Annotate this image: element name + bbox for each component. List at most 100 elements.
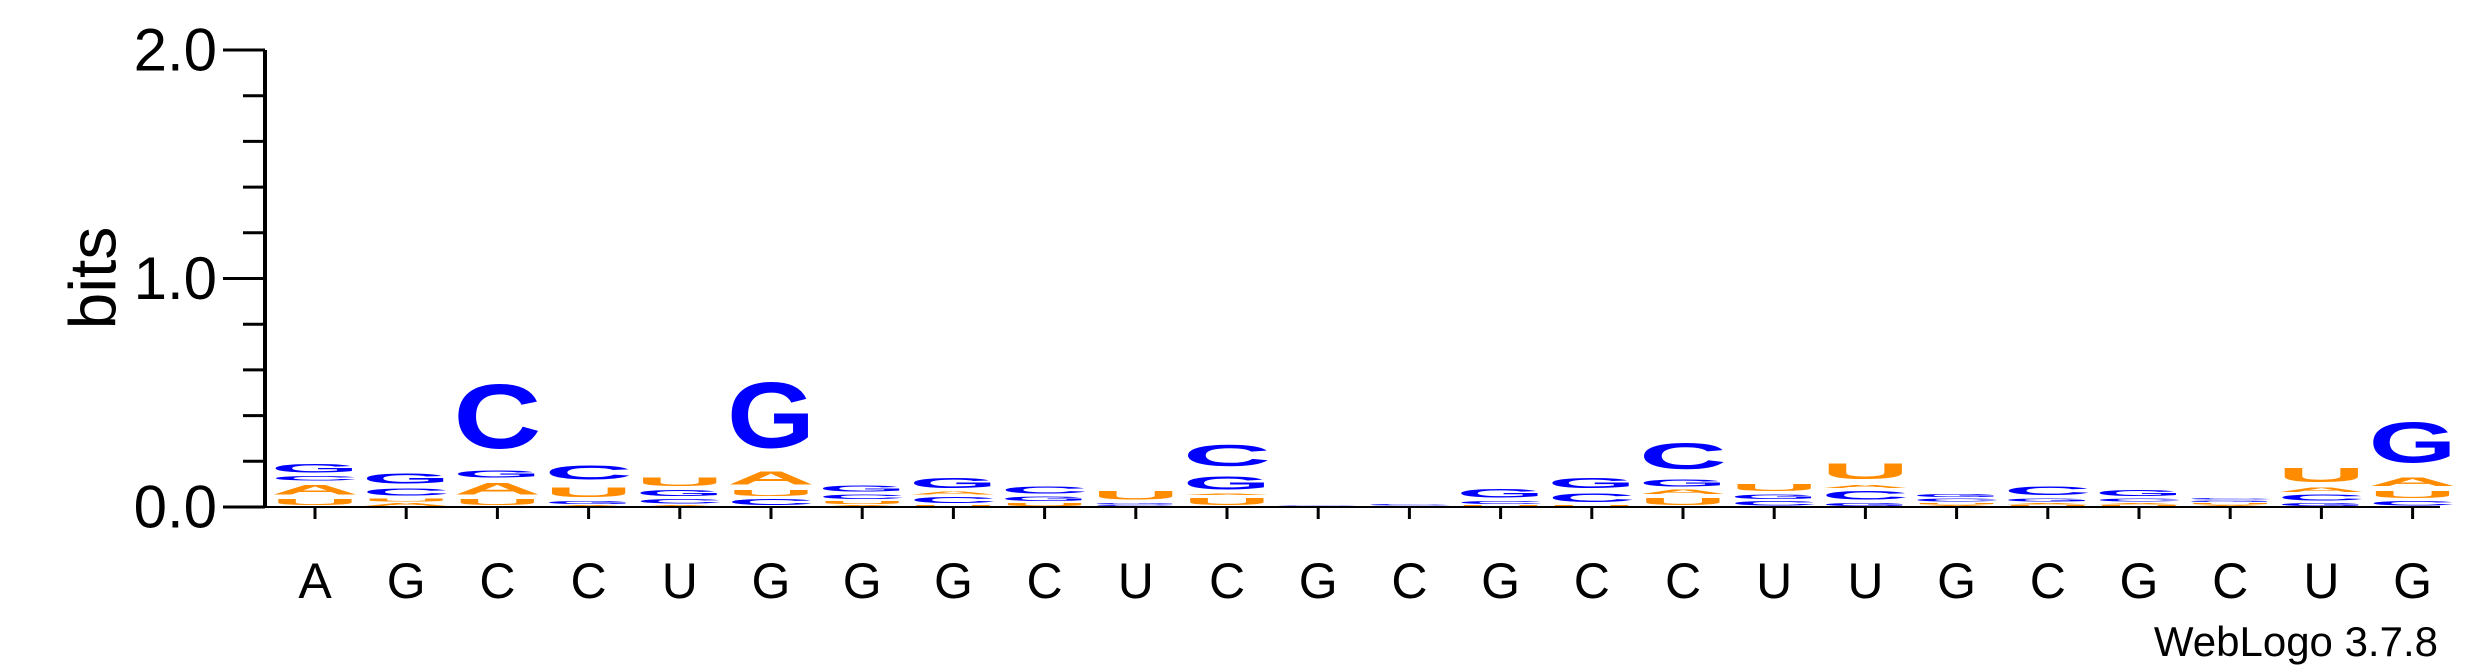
x-tick-label: C	[479, 553, 515, 609]
x-tick-label: U	[662, 553, 698, 609]
logo-glyph-u: U	[636, 475, 724, 489]
logo-glyph-g: G	[545, 500, 633, 505]
x-tick-label: G	[1937, 553, 1976, 609]
x-tick-label: C	[1391, 553, 1427, 609]
y-axis-label: bits	[55, 227, 129, 330]
logo-glyph-g: G	[909, 475, 997, 491]
logo-glyph-c: C	[1457, 500, 1545, 505]
logo-glyph-g: G	[1821, 502, 1909, 507]
logo-glyph-u: U	[1821, 459, 1909, 484]
logo-glyph-c: C	[2095, 498, 2183, 503]
logo-glyph-g: G	[727, 364, 815, 469]
y-axis: 0.0 1.0 2.0 bits	[55, 17, 2440, 541]
logo-glyph-a: A	[818, 505, 906, 507]
logo-glyph-g: G	[1639, 477, 1727, 488]
logo-glyph-g: G	[1730, 493, 1818, 500]
x-tick-label: G	[752, 553, 791, 609]
logo-glyph-c: C	[271, 475, 359, 482]
x-tick-label: G	[843, 553, 882, 609]
logo-glyph-u: U	[271, 498, 359, 507]
logo-glyph-u: U	[1730, 482, 1818, 493]
logo-glyph-c: C	[818, 493, 906, 500]
y-tick-label: 2.0	[134, 17, 217, 84]
x-tick-label: C	[1209, 553, 1245, 609]
x-tick-label: A	[298, 553, 332, 609]
logo-glyph-u: U	[545, 484, 633, 500]
logo-glyph-c: C	[1365, 504, 1453, 506]
logo-glyph-c: C	[1001, 484, 1089, 495]
logo-glyph-a: A	[2186, 505, 2274, 507]
logo-glyph-u: U	[818, 500, 906, 505]
logo-glyph-u: U	[1001, 502, 1089, 507]
x-tick-label: G	[2120, 553, 2159, 609]
x-tick-label: C	[1665, 553, 1701, 609]
logo-glyph-g: G	[453, 468, 541, 479]
logo-glyph-c: C	[1092, 505, 1180, 507]
x-tick-label: G	[2393, 553, 2432, 609]
logo-glyph-g: G	[1548, 475, 1636, 491]
logo-glyph-a: A	[1639, 489, 1727, 496]
logo-glyph-u: U	[2277, 463, 2365, 486]
y-tick-label: 0.0	[134, 474, 217, 541]
logo-glyph-g: G	[2277, 502, 2365, 507]
logo-glyph-g: G	[1913, 493, 2001, 498]
footer-credit: WebLogo 3.7.8	[2154, 618, 2438, 665]
logo-glyph-a: A	[362, 502, 450, 507]
logo-glyph-a: A	[453, 480, 541, 498]
logo-glyph-c: C	[453, 365, 541, 468]
logo-glyph-a: A	[545, 505, 633, 507]
logo-glyph-c: C	[1821, 489, 1909, 503]
logo-glyph-a: A	[1821, 484, 1909, 489]
logo-glyph-u: U	[2004, 505, 2092, 507]
logo-glyph-c: C	[1639, 437, 1727, 478]
logo-glyph-c: C	[1913, 498, 2001, 503]
logo-glyph-u: U	[1639, 496, 1727, 507]
logo-glyph-u: U	[2095, 505, 2183, 507]
logo-glyph-g: G	[362, 471, 450, 487]
logo-glyph-u: U	[1092, 489, 1180, 503]
logo-glyph-g: G	[2095, 489, 2183, 498]
logo-glyph-g: G	[1001, 496, 1089, 503]
logo-glyph-c: C	[2004, 484, 2092, 498]
logo-glyph-a: A	[909, 491, 997, 496]
logo-glyph-a: A	[636, 505, 724, 507]
logo-glyph-c: C	[2369, 500, 2457, 507]
logo-glyph-c: C	[2277, 493, 2365, 502]
x-tick-label: U	[2303, 553, 2339, 609]
y-ticks: 0.0 1.0 2.0	[134, 17, 265, 541]
logo-glyph-c: C	[1548, 491, 1636, 505]
x-tick-label: C	[2212, 553, 2248, 609]
logo-glyph-g: G	[636, 489, 724, 498]
logo-glyph-a: A	[1913, 505, 2001, 507]
x-tick-label: C	[2030, 553, 2066, 609]
logo-glyph-a: A	[271, 482, 359, 498]
logo-glyph-a: A	[2369, 475, 2457, 489]
x-tick-label: U	[1118, 553, 1154, 609]
logo-glyph-c: C	[1183, 438, 1271, 472]
logo-glyph-u: U	[453, 498, 541, 507]
logo-glyph-u: U	[1548, 505, 1636, 507]
x-tick-label: G	[934, 553, 973, 609]
x-tick-label: G	[1299, 553, 1338, 609]
logo-glyph-c: C	[545, 461, 633, 484]
x-tick-label: C	[571, 553, 607, 609]
logo-glyph-c: C	[727, 498, 815, 507]
logo-glyph-a: A	[2277, 486, 2365, 493]
logo-glyph-a: A	[2004, 502, 2092, 504]
logo-glyph-u: U	[2369, 489, 2457, 500]
logo-glyph-g: G	[818, 484, 906, 493]
logo-glyph-u: U	[1183, 496, 1271, 507]
x-tick-label: C	[1027, 553, 1063, 609]
x-tick-label: C	[1574, 553, 1610, 609]
logo-glyph-g: G	[1274, 505, 1362, 506]
logo-glyph-u: U	[727, 489, 815, 498]
logo-glyph-c: C	[362, 487, 450, 498]
logo-glyph-c: C	[909, 496, 997, 505]
logo-glyph-u: U	[2186, 502, 2274, 504]
x-tick-label: U	[1847, 553, 1883, 609]
logo-glyph-g: G	[1092, 502, 1180, 504]
logo-glyph-g: G	[2004, 498, 2092, 503]
